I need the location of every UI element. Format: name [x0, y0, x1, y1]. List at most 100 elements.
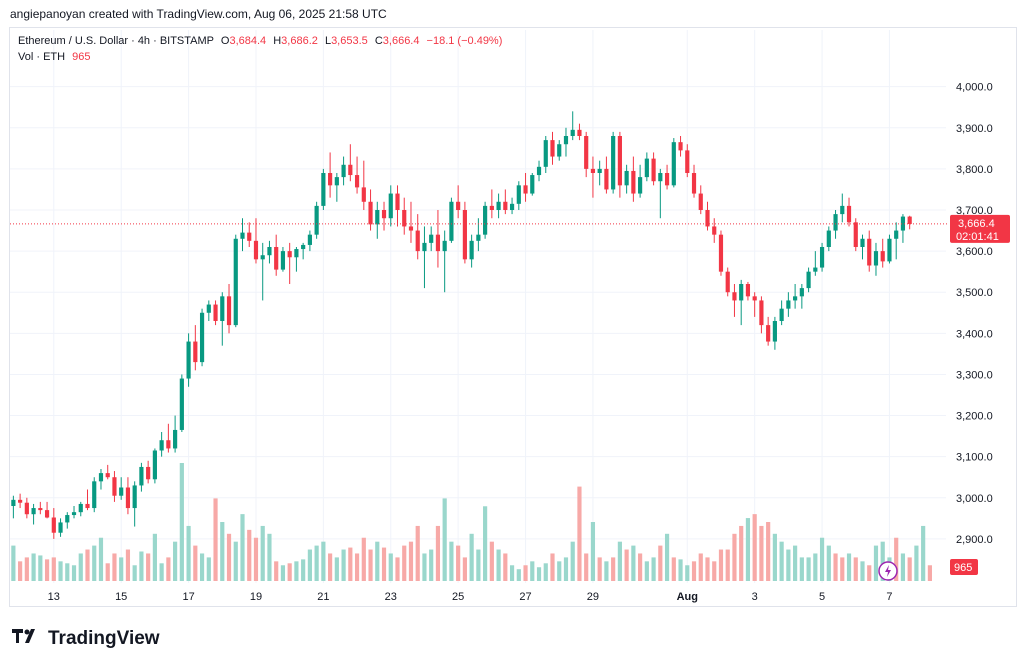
candle-body: [779, 308, 784, 321]
volume-bar: [381, 547, 387, 581]
volume-bar: [563, 557, 569, 581]
candle-body: [819, 247, 825, 268]
candle-body: [597, 168, 602, 173]
candle-body: [287, 251, 292, 258]
x-tick-label: 19: [250, 591, 262, 603]
volume-bar: [368, 549, 373, 581]
volume-bar: [759, 525, 764, 581]
volume-bar: [732, 533, 737, 581]
volume-bar: [301, 559, 306, 581]
volume-bar: [112, 553, 117, 581]
volume-bar: [590, 522, 596, 581]
volume-bar: [523, 565, 528, 581]
candle-body: [570, 129, 575, 136]
candle-body: [186, 341, 191, 379]
volume-bar: [685, 565, 690, 581]
y-tick-label: 3,800.0: [956, 164, 993, 176]
volume-bar: [867, 565, 872, 581]
candle-body: [105, 473, 110, 478]
candle-body: [745, 284, 751, 297]
candle-body: [813, 267, 818, 272]
candle-body: [18, 499, 23, 503]
candle-body: [496, 201, 501, 210]
candle-body: [766, 325, 771, 342]
candle-body: [462, 210, 467, 260]
candle-body: [900, 216, 906, 231]
volume-bar: [772, 533, 777, 581]
candle-body: [887, 238, 892, 262]
volume-bar: [18, 561, 23, 581]
candle-body: [840, 205, 845, 215]
candle-body: [476, 234, 481, 241]
candle-body: [469, 240, 474, 260]
volume-bar: [691, 561, 697, 581]
volume-bar: [105, 563, 110, 581]
y-tick-label: 3,200.0: [956, 411, 993, 423]
candle-body: [725, 271, 730, 293]
x-tick-label: 5: [819, 591, 825, 603]
high-value: 3,686.2: [281, 35, 318, 47]
volume-bar: [921, 525, 926, 581]
candle-body: [368, 201, 373, 225]
candle-body: [179, 378, 184, 430]
volume-bar: [557, 561, 562, 581]
candle-body: [119, 487, 124, 496]
volume-bar: [287, 563, 292, 581]
lightning-icon[interactable]: [878, 561, 898, 581]
candle-body: [759, 300, 764, 326]
x-tick-label: 27: [519, 591, 531, 603]
volume-bar: [166, 557, 171, 581]
volume-bar: [739, 525, 744, 581]
volume-bar: [226, 533, 232, 581]
candle-body: [867, 238, 872, 266]
tradingview-logo[interactable]: TradingView: [12, 627, 160, 651]
volume-bar: [624, 549, 629, 581]
candle-body: [718, 234, 724, 272]
volume-bar: [516, 569, 521, 581]
candle-body: [590, 168, 596, 173]
candle-body: [247, 232, 252, 241]
candle-body: [873, 251, 879, 266]
candle-body: [846, 205, 852, 223]
volume-bar: [543, 563, 548, 581]
chart-frame: [9, 27, 1017, 607]
legend-row-price: Ethereum / U.S. Dollar · 4h · BITSTAMP O…: [18, 33, 502, 49]
volume-bar: [220, 522, 225, 581]
candle-body: [550, 140, 555, 157]
volume-bar: [267, 533, 272, 581]
volume-bar: [496, 549, 501, 581]
candle-body: [408, 226, 414, 231]
symbol-label[interactable]: Ethereum / U.S. Dollar · 4h · BITSTAMP: [18, 35, 214, 47]
candle-body: [226, 296, 232, 326]
volume-bar: [98, 537, 104, 581]
close-value: 3,666.4: [382, 35, 420, 47]
candle-body: [772, 321, 777, 342]
volume-bar: [186, 525, 191, 581]
candle-body: [826, 230, 831, 247]
candle-body: [388, 193, 393, 219]
candle-body: [361, 187, 366, 202]
candle-body: [11, 499, 16, 506]
candle-body: [193, 341, 198, 363]
candle-body: [381, 210, 387, 219]
candle-body: [604, 168, 609, 190]
candle-body: [638, 177, 643, 194]
candle-body: [51, 517, 56, 533]
volume-bar: [631, 545, 636, 581]
candle-body: [24, 502, 29, 515]
volume-bar: [745, 518, 751, 581]
volume-label[interactable]: Vol · ETH: [18, 51, 66, 63]
volume-bar: [570, 541, 575, 581]
volume-bar: [92, 545, 97, 581]
y-tick-label: 3,100.0: [956, 452, 993, 464]
volume-bar: [415, 525, 420, 581]
candle-body: [435, 234, 441, 252]
candle-body: [415, 230, 420, 252]
volume-bar: [509, 565, 515, 581]
chart-credit: angiepanoyan created with TradingView.co…: [10, 7, 387, 21]
volume-bar: [307, 549, 312, 581]
candle-body: [664, 173, 670, 186]
volume-bar: [240, 514, 245, 581]
volume-bar: [658, 545, 663, 581]
